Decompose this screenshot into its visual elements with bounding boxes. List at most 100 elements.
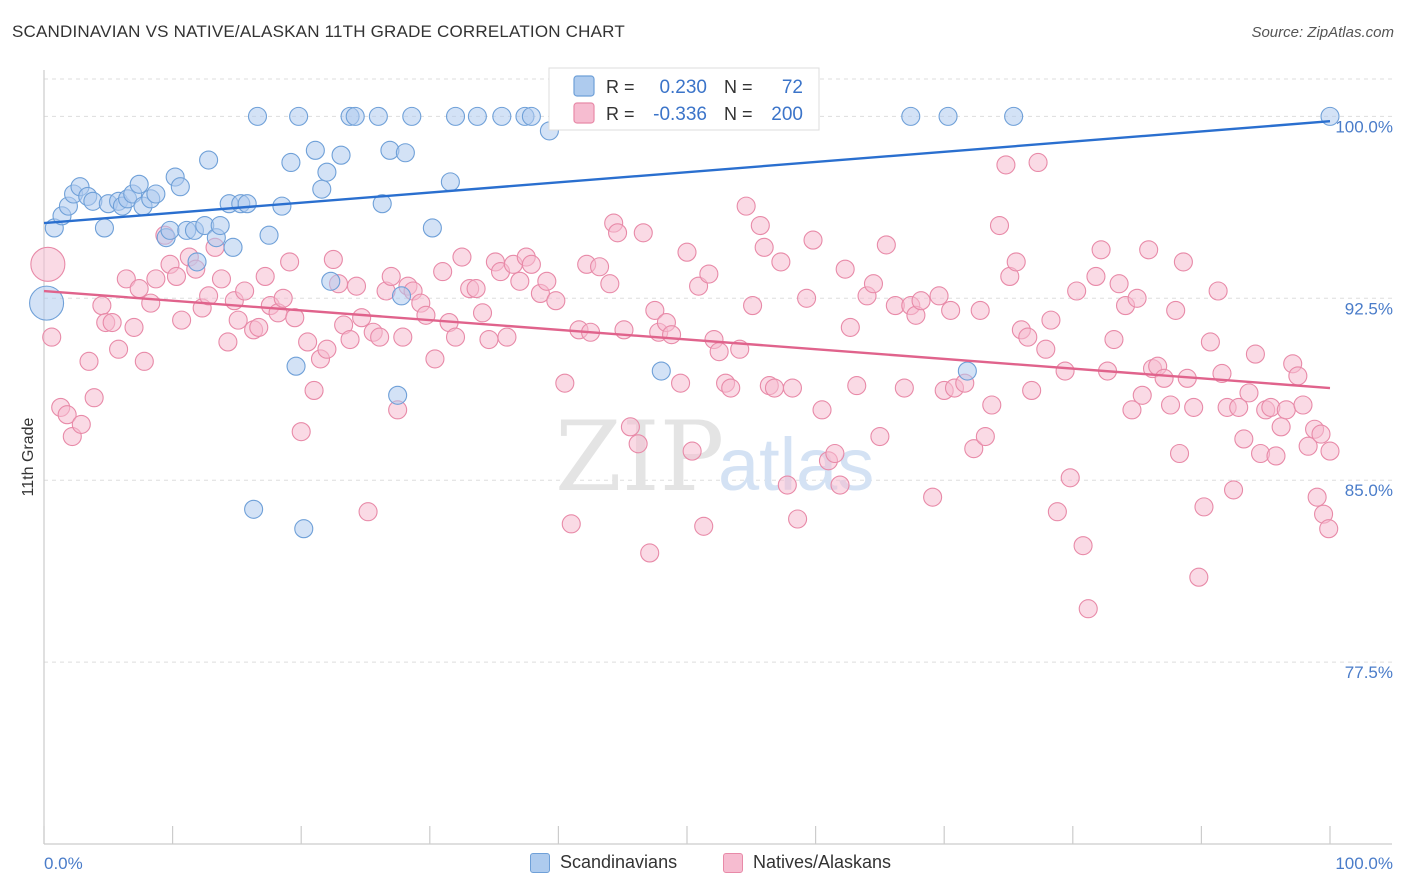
native-alaskan-point [736,196,756,216]
native-alaskan-point [1109,274,1129,294]
y-tick-label: 100.0% [1335,117,1393,136]
native-alaskan-point [323,249,343,270]
scandinavian-point [187,252,207,272]
native-alaskan-point [1224,480,1244,500]
native-alaskan-point [555,373,575,393]
native-alaskan-point [1208,281,1228,301]
native-alaskan-point [777,475,797,495]
scandinavian-point [199,150,219,170]
native-alaskan-point [172,310,192,330]
native-alaskan-point [929,286,949,306]
native-alaskan-point [1047,502,1067,522]
x-ticks: 0.0% 100.0% [43,826,1393,873]
scandinavian-point [223,237,243,257]
native-alaskan-point [600,274,620,294]
scandinavian-point [129,174,149,194]
native-alaskan-point [1060,468,1080,488]
native-alaskan-point [416,305,436,325]
scandinavian-point [247,106,268,126]
scandinavian-point [321,271,341,291]
scandinavian-point [422,218,442,238]
native-alaskan-point [1169,443,1190,464]
native-alaskan-point [982,395,1002,415]
trend-lines [43,120,1331,390]
scandinavian-point [294,519,314,539]
legend-bottom: Scandinavians Natives/Alaskans [0,852,1406,878]
legend-top: R = 0.230 N = 72 R = -0.336 N = 200 [548,67,820,131]
native-alaskan-point [291,422,311,442]
legend-swatch-pink [723,852,743,873]
chart-title: SCANDINAVIAN VS NATIVE/ALASKAN 11TH GRAD… [12,22,625,41]
native-alaskan-point [479,329,499,350]
axes [43,70,1392,845]
native-alaskan-point [870,426,890,447]
native-alaskan-point [1036,339,1056,359]
scandinavians-points [29,106,1340,539]
native-alaskan-point [466,279,486,299]
native-alaskan-point [1319,519,1339,539]
scandinavian-point [901,106,921,126]
scandinavian-point [492,106,512,126]
native-alaskan-point [211,269,232,289]
scandinavian-point [440,172,460,192]
native-alaskan-point [1122,400,1142,420]
native-alaskan-point [754,237,774,257]
native-alaskan-point [166,266,187,287]
native-alaskan-point [608,223,628,243]
native-alaskan-point [1239,383,1259,403]
native-alaskan-point [1173,252,1193,272]
native-alaskan-point [561,514,581,534]
native-alaskan-point [1234,429,1254,449]
scandinavian-point [210,215,230,236]
native-alaskan-point [1041,310,1061,330]
x-tick-label: 100.0% [1335,854,1393,873]
native-alaskan-point [1311,424,1331,444]
native-alaskan-point [847,376,867,396]
native-alaskan-point [102,312,122,333]
native-alaskan-point [645,300,665,320]
source-label: Source: ZipAtlas.com [1251,24,1394,41]
native-alaskan-point [228,310,248,330]
native-alaskan-point [298,332,318,352]
native-alaskan-point [989,215,1010,236]
native-alaskan-point [911,291,931,311]
native-alaskan-point [1271,417,1291,437]
native-alaskan-point [662,325,682,345]
native-alaskan-point [996,155,1016,175]
x-tick-label: 0.0% [44,854,83,873]
native-alaskan-point [273,288,293,308]
native-alaskan-point [1160,395,1181,415]
native-alaskan-point [782,378,803,398]
native-alaskan-point [640,543,660,563]
native-alaskan-point [1028,152,1048,173]
native-alaskan-point [393,327,413,347]
native-alaskan-point [445,327,466,347]
native-alaskan-point [346,276,367,296]
native-alaskan-point [452,247,472,267]
native-alaskan-point [1194,497,1214,517]
native-alaskan-point [709,342,729,362]
y-tick-label: 92.5% [1345,299,1393,318]
legend-item-scandinavians: Scandinavians [530,852,677,873]
native-alaskan-point [1091,240,1111,260]
native-alaskan-point [92,296,112,316]
y-tick-label: 85.0% [1345,481,1393,500]
scandinavian-point [331,145,351,165]
scandinavian-point [286,356,306,376]
scandinavian-point [237,194,257,214]
native-alaskan-point [1073,536,1093,556]
native-alaskan-point [235,281,255,301]
native-alaskan-point [671,373,691,393]
native-alaskan-point [835,259,855,279]
native-alaskan-point [109,339,129,359]
native-alaskan-point [1229,397,1249,417]
native-alaskan-point [1288,366,1308,386]
native-alaskan-point [546,291,566,311]
native-alaskan-point [964,439,984,459]
native-alaskan-point [941,300,961,320]
native-alaskan-point [199,286,219,306]
native-alaskan-point [1086,266,1106,287]
native-alaskan-point [764,378,784,398]
native-alaskan-point [497,327,517,347]
native-alaskan-point [425,349,445,369]
